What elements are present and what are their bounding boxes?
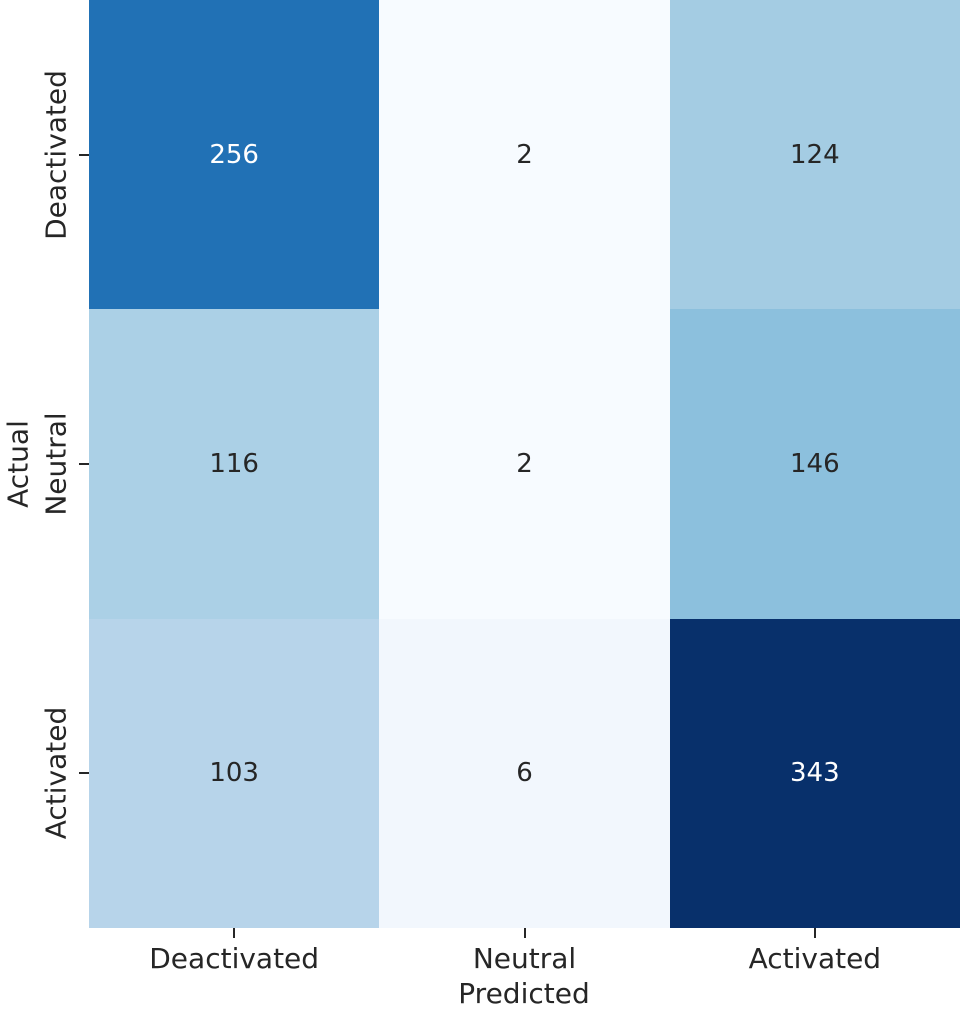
cell-value: 2 [516, 448, 533, 479]
y-tick-mark [79, 153, 89, 156]
x-tick-label-deactivated: Deactivated [149, 942, 320, 975]
cell-value: 146 [790, 448, 840, 479]
heatmap-cell-neutral-neutral: 2 [379, 309, 670, 619]
x-tick-mark [233, 928, 236, 938]
x-tick-label-neutral: Neutral [472, 942, 577, 975]
x-tick-mark [813, 928, 816, 938]
x-tick-mark [523, 928, 526, 938]
y-tick-label-neutral: Neutral [39, 412, 73, 516]
heatmap-cell-activated-activated: 343 [669, 618, 960, 928]
heatmap-cell-deactivated-activated: 124 [669, 0, 960, 310]
heatmap-cell-activated-deactivated: 103 [89, 618, 380, 928]
cell-value: 124 [790, 139, 840, 170]
heatmap-cell-neutral-deactivated: 116 [89, 309, 380, 619]
cell-value: 116 [209, 448, 259, 479]
x-axis-title: Predicted [458, 977, 590, 1010]
heatmap-grid: 256 2 124 116 2 146 103 6 343 [89, 0, 960, 928]
y-tick-label-activated: Activated [39, 707, 73, 840]
cell-value: 103 [209, 758, 259, 789]
cell-value: 6 [516, 758, 533, 789]
cell-value: 256 [209, 139, 259, 170]
heatmap-cell-deactivated-neutral: 2 [379, 0, 670, 310]
heatmap-cell-neutral-activated: 146 [669, 309, 960, 619]
cell-value: 2 [516, 139, 533, 170]
cell-value: 343 [790, 758, 840, 789]
y-tick-mark [79, 463, 89, 465]
y-axis-title: Actual [1, 420, 35, 508]
y-tick-mark [79, 772, 89, 775]
heatmap-cell-deactivated-deactivated: 256 [89, 0, 380, 310]
y-tick-label-deactivated: Deactivated [39, 69, 73, 240]
heatmap-cell-activated-neutral: 6 [379, 618, 670, 928]
x-tick-label-activated: Activated [748, 942, 882, 975]
